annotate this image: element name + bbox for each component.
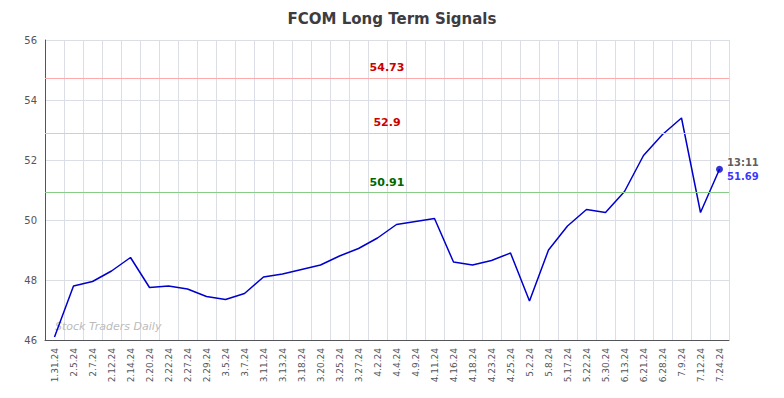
- svg-text:6.21.24: 6.21.24: [639, 348, 649, 383]
- svg-text:48: 48: [24, 275, 37, 286]
- svg-text:7.9.24: 7.9.24: [677, 348, 687, 377]
- svg-text:3.5.24: 3.5.24: [221, 348, 231, 377]
- svg-text:3.18.24: 3.18.24: [297, 348, 307, 383]
- svg-text:5.17.24: 5.17.24: [563, 348, 573, 383]
- svg-text:3.7.24: 3.7.24: [240, 348, 250, 377]
- svg-text:4.9.24: 4.9.24: [411, 348, 421, 377]
- svg-text:4.16.24: 4.16.24: [449, 348, 459, 383]
- svg-text:5.8.24: 5.8.24: [544, 348, 554, 377]
- svg-text:4.11.24: 4.11.24: [430, 348, 440, 383]
- svg-text:2.7.24: 2.7.24: [88, 348, 98, 377]
- svg-text:5.22.24: 5.22.24: [582, 348, 592, 383]
- svg-text:52: 52: [24, 155, 37, 166]
- svg-text:5.30.24: 5.30.24: [601, 348, 611, 383]
- svg-text:2.20.24: 2.20.24: [145, 348, 155, 383]
- svg-text:4.4.24: 4.4.24: [392, 348, 402, 377]
- svg-text:4.25.24: 4.25.24: [506, 348, 516, 383]
- svg-text:7.24.24: 7.24.24: [715, 348, 725, 383]
- svg-text:3.20.24: 3.20.24: [316, 348, 326, 383]
- svg-text:13:11: 13:11: [727, 157, 759, 168]
- svg-text:3.27.24: 3.27.24: [354, 348, 364, 383]
- svg-text:6.28.24: 6.28.24: [658, 348, 668, 383]
- svg-text:2.27.24: 2.27.24: [183, 348, 193, 383]
- svg-text:52.9: 52.9: [373, 116, 400, 129]
- svg-text:1.31.24: 1.31.24: [50, 348, 60, 383]
- svg-text:4.23.24: 4.23.24: [487, 348, 497, 383]
- svg-text:2.22.24: 2.22.24: [164, 348, 174, 383]
- svg-text:3.11.24: 3.11.24: [259, 348, 269, 383]
- svg-text:2.5.24: 2.5.24: [69, 348, 79, 377]
- svg-text:50: 50: [24, 215, 37, 226]
- svg-text:54.73: 54.73: [370, 61, 405, 74]
- svg-text:6.13.24: 6.13.24: [620, 348, 630, 383]
- svg-text:Stock Traders Daily: Stock Traders Daily: [55, 320, 162, 333]
- svg-text:FCOM Long Term Signals: FCOM Long Term Signals: [288, 10, 497, 28]
- svg-text:4.18.24: 4.18.24: [468, 348, 478, 383]
- svg-text:54: 54: [24, 95, 37, 106]
- svg-text:46: 46: [24, 335, 37, 346]
- svg-text:56: 56: [24, 35, 37, 46]
- svg-text:4.2.24: 4.2.24: [373, 348, 383, 377]
- svg-text:51.69: 51.69: [727, 171, 759, 182]
- svg-text:2.12.24: 2.12.24: [107, 348, 117, 383]
- svg-text:3.13.24: 3.13.24: [278, 348, 288, 383]
- svg-text:7.12.24: 7.12.24: [696, 348, 706, 383]
- svg-text:5.2.24: 5.2.24: [525, 348, 535, 377]
- svg-text:3.25.24: 3.25.24: [335, 348, 345, 383]
- svg-text:2.14.24: 2.14.24: [126, 348, 136, 383]
- svg-text:50.91: 50.91: [370, 176, 405, 189]
- svg-text:2.29.24: 2.29.24: [202, 348, 212, 383]
